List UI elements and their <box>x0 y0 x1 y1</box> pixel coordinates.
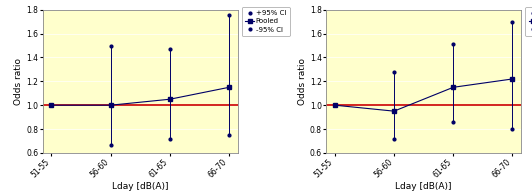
Legend: +95% CI, Pooled, -95% CI: +95% CI, Pooled, -95% CI <box>525 7 532 36</box>
Y-axis label: Odds ratio: Odds ratio <box>14 58 23 105</box>
X-axis label: Lday [dB(A)]: Lday [dB(A)] <box>112 182 169 191</box>
Legend: +95% CI, Pooled, -95% CI: +95% CI, Pooled, -95% CI <box>242 7 289 36</box>
X-axis label: Lday [dB(A)]: Lday [dB(A)] <box>395 182 452 191</box>
Y-axis label: Odds ratio: Odds ratio <box>298 58 307 105</box>
